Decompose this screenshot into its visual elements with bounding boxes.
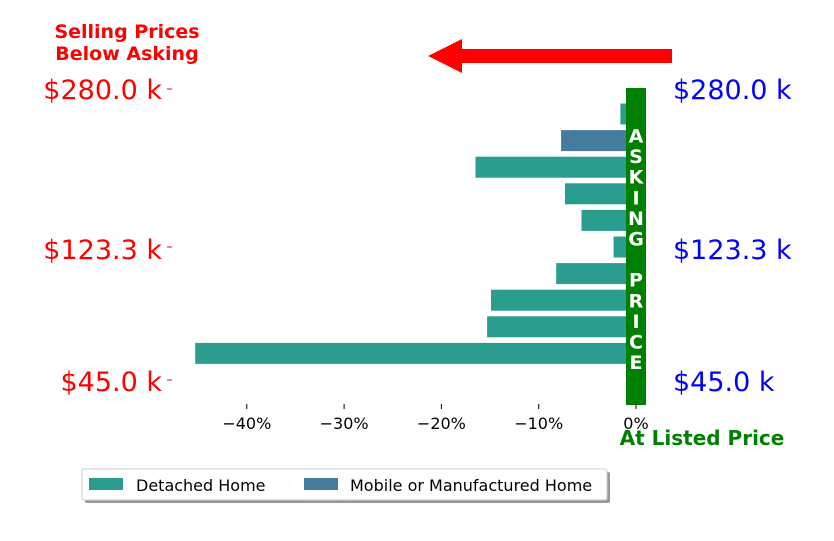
asking-letter-0: A <box>629 126 644 148</box>
asking-letter-1: S <box>629 146 643 168</box>
x-tick-label-0: −40% <box>222 414 271 433</box>
bar-1 <box>561 130 636 152</box>
at-listed-price-label: At Listed Price <box>620 426 785 450</box>
chart-title-line-1: Selling Prices <box>54 21 199 43</box>
legend-label-detached: Detached Home <box>136 476 266 495</box>
bar-9 <box>195 342 636 364</box>
asking-letter-2: K <box>629 167 645 189</box>
bars-group <box>195 103 636 364</box>
right-price-label-45: $45.0 k <box>673 367 775 398</box>
legend-swatch-detached <box>89 478 123 490</box>
legend-box <box>81 468 608 501</box>
legend: Detached Home Mobile or Manufactured Hom… <box>81 468 610 503</box>
left-price-label-45: $45.0 k <box>60 367 162 398</box>
asking-letter-8: R <box>629 290 644 312</box>
x-tick-label-1: −30% <box>320 414 369 433</box>
x-axis: −40% −30% −20% −10% 0% <box>222 404 649 433</box>
asking-letter-11: E <box>630 352 643 374</box>
bar-8 <box>487 316 636 338</box>
asking-letter-10: C <box>629 332 643 354</box>
x-tick-label-2: −20% <box>417 414 466 433</box>
asking-letter-7: P <box>629 270 643 292</box>
x-tick-label-4: 0% <box>623 414 648 433</box>
right-price-label-280: $280.0 k <box>673 75 792 106</box>
bar-2 <box>475 156 636 178</box>
legend-swatch-mobile <box>304 478 338 490</box>
bar-3 <box>565 183 636 205</box>
asking-letter-5: G <box>628 229 644 251</box>
asking-letter-4: N <box>628 208 644 230</box>
left-price-label-280: $280.0 k <box>43 75 162 106</box>
asking-letter-9: I <box>632 311 639 333</box>
left-price-label-123: $123.3 k <box>43 235 162 266</box>
bar-4 <box>581 209 636 231</box>
left-arrow-icon <box>428 39 672 73</box>
x-tick-label-3: −10% <box>514 414 563 433</box>
legend-label-mobile: Mobile or Manufactured Home <box>350 476 592 495</box>
chart-title-line-2: Below Asking <box>55 43 198 65</box>
right-price-label-123: $123.3 k <box>673 235 792 266</box>
bar-7 <box>491 289 636 311</box>
asking-price-bar <box>626 88 646 405</box>
asking-letter-3: I <box>632 187 639 209</box>
bar-6 <box>556 263 636 285</box>
